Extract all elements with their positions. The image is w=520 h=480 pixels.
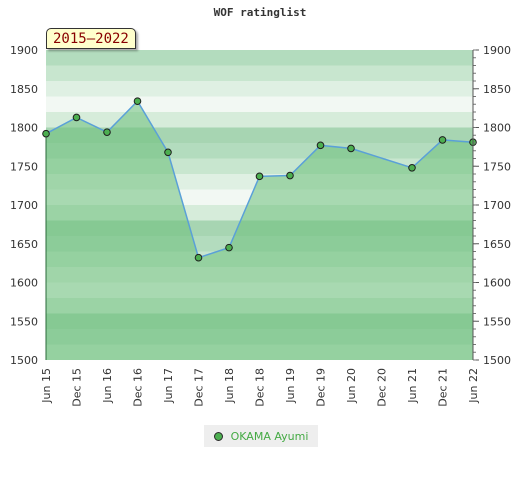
background-band — [46, 112, 473, 128]
data-point — [42, 129, 50, 138]
x-tick-label: Dec 20 — [376, 368, 389, 407]
data-point — [408, 164, 416, 172]
y-tick-label-left: 1750 — [10, 160, 38, 173]
data-point — [225, 243, 233, 252]
y-tick-label-right: 1600 — [483, 277, 511, 290]
data-point — [347, 144, 355, 153]
data-point — [164, 148, 172, 157]
background-band — [46, 50, 473, 66]
x-tick-label: Dec 18 — [254, 368, 267, 407]
data-point — [103, 128, 111, 136]
x-tick-label: Jun 16 — [101, 368, 114, 404]
x-tick-label: Dec 17 — [193, 368, 206, 407]
x-tick-label: Jun 19 — [284, 368, 297, 404]
data-point — [194, 253, 203, 262]
chart-title: WOF ratinglist — [213, 6, 307, 19]
legend[interactable]: OKAMA Ayumi — [204, 425, 318, 447]
y-tick-label-left: 1700 — [10, 199, 38, 212]
y-tick-label-left: 1850 — [10, 83, 38, 96]
x-tick-label: Dec 19 — [315, 368, 328, 407]
series-line — [45, 99, 474, 259]
background-band — [46, 65, 473, 81]
x-tick-label: Dec 16 — [132, 368, 145, 407]
y-tick-label-left: 1650 — [10, 238, 38, 251]
y-tick-label-left: 1900 — [10, 44, 38, 57]
y-tick-label-right: 1650 — [483, 238, 511, 251]
y-tick-label-left: 1500 — [10, 354, 38, 367]
y-tick-label-right: 1750 — [483, 160, 511, 173]
y-tick-label-right: 1500 — [483, 354, 511, 367]
y-tick-label-right: 1900 — [483, 44, 511, 57]
y-tick-label-right: 1700 — [483, 199, 511, 212]
background-band — [46, 96, 473, 112]
x-tick-label: Jun 21 — [406, 368, 419, 404]
x-tick-label: Jun 15 — [40, 368, 53, 404]
y-tick-label-right: 1800 — [483, 122, 511, 135]
series-area — [46, 101, 473, 361]
y-tick-label-left: 1800 — [10, 122, 38, 135]
legend-label: OKAMA Ayumi — [230, 429, 309, 443]
period-badge: 2015–2022 — [46, 28, 136, 49]
data-point — [133, 97, 142, 105]
data-point — [438, 136, 447, 144]
y-tick-label-right: 1550 — [483, 315, 511, 328]
background-band — [46, 81, 473, 97]
y-tick-label-right: 1850 — [483, 83, 511, 96]
y-tick-label-left: 1600 — [10, 277, 38, 290]
legend-marker — [213, 431, 223, 441]
x-tick-label: Dec 15 — [71, 368, 84, 407]
x-tick-label: Dec 21 — [437, 368, 450, 407]
x-tick-label: Jun 20 — [345, 368, 358, 404]
x-tick-label: Jun 17 — [162, 368, 175, 404]
data-point — [255, 172, 264, 181]
data-point — [316, 141, 325, 150]
data-point — [286, 171, 294, 180]
y-tick-label-left: 1550 — [10, 315, 38, 328]
x-tick-label: Jun 18 — [223, 368, 236, 404]
data-point — [72, 113, 81, 122]
x-tick-label: Jun 22 — [467, 368, 480, 404]
